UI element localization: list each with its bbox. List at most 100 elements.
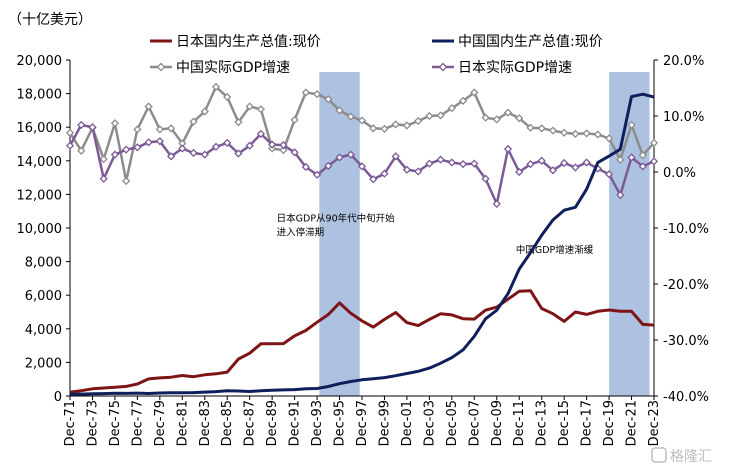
series-point-3 <box>571 129 580 139</box>
series-point-3 <box>481 113 490 122</box>
x-tick-label: Dec-97 <box>355 400 370 446</box>
series-point-3 <box>470 88 479 97</box>
y-right-tick-label: 0.0% <box>663 166 696 181</box>
x-tick-label: Dec-85 <box>220 400 235 446</box>
x-tick-label: Dec-73 <box>85 400 100 446</box>
series-point-3 <box>593 130 602 139</box>
series-point-3 <box>335 106 344 115</box>
series-point-3 <box>324 95 333 104</box>
x-tick-label: Dec-23 <box>647 400 662 446</box>
y-left-tick-label: 16,000 <box>17 121 63 136</box>
series-point-4 <box>88 123 97 132</box>
legend-label-3: 中国实际GDP增速 <box>176 60 290 76</box>
series-point-3 <box>189 117 198 126</box>
series-point-3 <box>492 115 501 124</box>
series-point-3 <box>380 124 389 133</box>
series-point-3 <box>223 92 232 102</box>
series-point-4 <box>312 170 322 179</box>
series-point-4 <box>391 152 400 161</box>
x-tick-label: Dec-15 <box>557 400 572 446</box>
series-point-4 <box>470 159 479 168</box>
series-point-4 <box>234 149 243 158</box>
watermark-logo-icon <box>651 447 667 463</box>
series-point-3 <box>99 155 108 164</box>
x-tick-label: Dec-05 <box>445 400 460 446</box>
x-tick-label: Dec-87 <box>243 400 258 446</box>
axes: 0 2,000 4,000 6,000 8,000 10,000 12,000 14,000 1… <box>17 54 710 446</box>
annotation-1-line-1: 日本GDP从90年代中旬开始 <box>277 212 395 224</box>
series-point-3 <box>503 108 513 117</box>
series-point-3 <box>166 124 176 133</box>
series-point-4 <box>77 120 86 130</box>
y-right-tick-label: -10.0% <box>663 222 709 237</box>
series-line-2 <box>69 92 655 396</box>
series-point-4 <box>582 158 591 167</box>
x-tick-label: Dec-93 <box>310 400 325 446</box>
series-point-3 <box>627 120 636 130</box>
x-tick-label: Dec-21 <box>625 400 640 446</box>
series-point-4 <box>638 162 647 171</box>
series-point-4 <box>99 174 108 183</box>
series-point-3 <box>200 107 209 116</box>
y-right-tick-label: -20.0% <box>663 278 709 293</box>
legend-label-4: 日本实际GDP增速 <box>458 60 572 76</box>
series-point-4 <box>548 166 558 175</box>
series-point-4 <box>414 167 423 176</box>
y-right-tick-label: -40.0% <box>663 390 709 405</box>
series-point-4 <box>223 138 232 147</box>
annotation-1-line-2: 进入停滞期 <box>277 226 325 238</box>
watermark-text: 格隆汇 <box>670 449 712 465</box>
series-point-3 <box>458 96 468 105</box>
series-point-4 <box>537 156 546 165</box>
unit-label: （十亿美元） <box>8 12 92 28</box>
series-point-3 <box>616 155 625 164</box>
series-point-4 <box>279 141 288 150</box>
shaded-period-2 <box>609 72 650 396</box>
series-point-4 <box>290 148 299 157</box>
series-point-4 <box>458 160 468 169</box>
series-point-3 <box>110 119 120 128</box>
series-point-4 <box>380 169 389 178</box>
series-point-3 <box>391 120 400 129</box>
series-point-3 <box>436 111 445 120</box>
series-lines <box>65 82 659 396</box>
legend-marker-3 <box>156 62 166 72</box>
x-tick-label: Dec-07 <box>467 400 482 446</box>
series-point-3 <box>211 82 221 91</box>
series-point-4 <box>571 163 580 172</box>
series-point-3 <box>279 146 288 155</box>
series-point-4 <box>211 142 221 151</box>
x-tick-label: Dec-79 <box>153 400 168 446</box>
series-point-3 <box>425 111 434 121</box>
series-point-4 <box>515 167 524 177</box>
series-point-3 <box>346 112 355 121</box>
y-right-tick-label: -30.0% <box>663 334 709 349</box>
series-point-4 <box>166 152 176 161</box>
series-point-4 <box>447 158 456 167</box>
series-point-4 <box>133 143 142 152</box>
series-point-4 <box>200 150 209 159</box>
series-point-4 <box>346 150 355 159</box>
series-point-4 <box>110 150 120 159</box>
series-point-4 <box>627 153 636 162</box>
watermark: 格隆汇 <box>651 447 712 465</box>
series-point-3 <box>245 102 254 111</box>
x-tick-label: Dec-95 <box>333 400 348 446</box>
series-point-3 <box>515 114 524 123</box>
series-point-3 <box>414 116 423 126</box>
series-point-4 <box>492 199 501 209</box>
x-tick-label: Dec-75 <box>108 400 123 446</box>
series-point-3 <box>357 116 367 125</box>
x-tick-label: Dec-09 <box>490 400 505 446</box>
series-point-3 <box>548 126 558 135</box>
series-point-3 <box>301 88 310 97</box>
legend-label-1: 日本国内生产总值:现价 <box>176 34 321 50</box>
y-right-tick-label: 20.0% <box>663 54 704 69</box>
x-tick-label: Dec-17 <box>580 400 595 446</box>
x-tick-label: Dec-19 <box>602 400 617 446</box>
series-point-4 <box>256 129 266 139</box>
series-point-4 <box>357 162 367 171</box>
series-line-1 <box>69 289 655 394</box>
series-point-4 <box>560 158 569 168</box>
